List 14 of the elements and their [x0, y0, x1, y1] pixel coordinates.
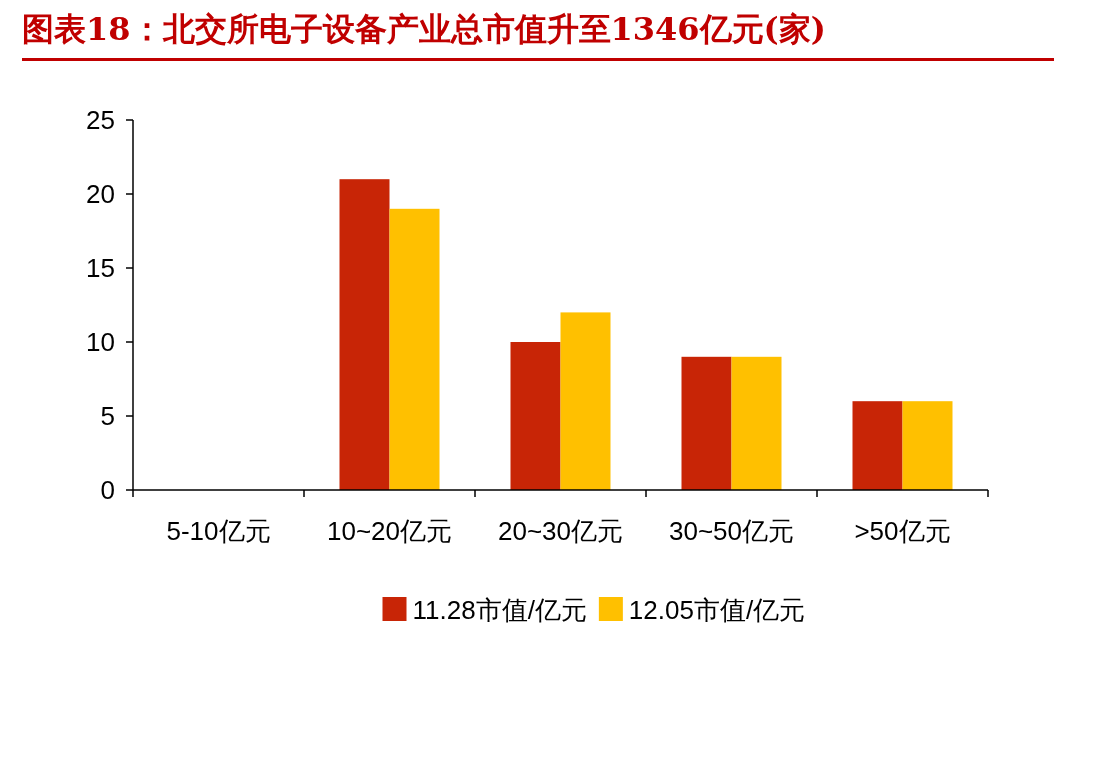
x-tick-label: >50亿元 — [854, 516, 951, 546]
chart-title: 图表18：北交所电子设备产业总市值升至1346亿元(家) — [22, 8, 1054, 61]
y-tick-label: 5 — [100, 401, 115, 431]
x-tick-label: 10~20亿元 — [326, 516, 453, 546]
legend-label: 12.05市值/亿元 — [628, 595, 806, 625]
y-tick-label: 15 — [86, 253, 115, 283]
x-tick-label: 20~30亿元 — [497, 516, 624, 546]
y-tick-label: 10 — [86, 327, 115, 357]
x-tick-label: 30~50亿元 — [668, 516, 795, 546]
y-tick-label: 25 — [86, 105, 115, 135]
y-tick-label: 20 — [86, 179, 115, 209]
legend-label: 11.28市值/亿元 — [412, 595, 587, 625]
y-tick-label: 0 — [100, 475, 115, 505]
x-tick-label: 5-10亿元 — [166, 516, 271, 546]
